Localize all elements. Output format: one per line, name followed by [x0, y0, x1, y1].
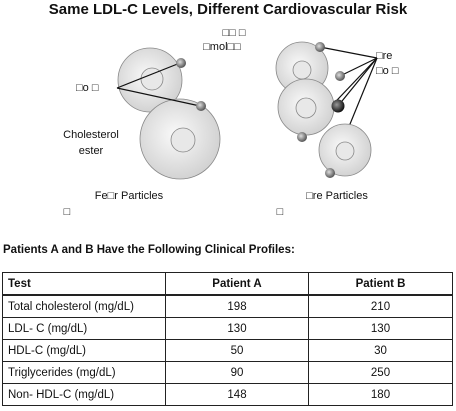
row: HDL-C (mg/dL) 50 30 — [2, 339, 453, 362]
cell: Total cholesterol (mg/dL) — [2, 294, 166, 318]
row: LDL- C (mg/dL) 130 130 — [2, 317, 453, 340]
cell: 210 — [308, 294, 453, 318]
profile-table: Test Patient A Patient B Total cholesterol … — [2, 272, 453, 406]
label: □o □ — [376, 65, 399, 77]
row: Triglycerides (mg/dL) 90 250 — [2, 361, 453, 384]
right-particles — [275, 41, 372, 177]
left-particles — [117, 47, 221, 180]
label: □ — [277, 206, 284, 218]
pointer-lines — [116, 46, 378, 174]
diagram: Same LDL-C Levels, Different Cardiovascu… — [49, 1, 408, 218]
title: Same LDL-C Levels, Different Cardiovascu… — [49, 1, 408, 18]
subtitle: Patients A and B Have the Following Clin… — [3, 244, 295, 256]
cell: 130 — [165, 317, 309, 340]
row: Non- HDL-C (mg/dL) 148 180 — [2, 383, 453, 406]
cell: LDL- C (mg/dL) — [2, 317, 166, 340]
cell: 180 — [308, 383, 453, 406]
header-cell: Test — [2, 272, 166, 296]
header-row: Test Patient A Patient B — [2, 272, 453, 296]
apo-b — [297, 42, 345, 178]
cell: 130 — [308, 317, 453, 340]
cell: 198 — [165, 294, 309, 318]
cell: 250 — [308, 361, 453, 384]
header-cell: Patient B — [308, 272, 453, 296]
cell: Non- HDL-C (mg/dL) — [2, 383, 166, 406]
apo-b — [176, 58, 206, 111]
cell: HDL-C (mg/dL) — [2, 339, 166, 362]
cell: 50 — [165, 339, 309, 362]
caption: Fe□r Particles — [95, 190, 164, 202]
cell: 30 — [308, 339, 453, 362]
cell: Triglycerides (mg/dL) — [2, 361, 166, 384]
label: □re — [376, 50, 392, 62]
label: □o □ — [76, 82, 99, 94]
label: □□ □ — [223, 27, 246, 39]
label: □mol□□ — [203, 41, 241, 53]
header-cell: Patient A — [165, 272, 309, 296]
cell: 148 — [165, 383, 309, 406]
label: □ — [64, 206, 71, 218]
row: Total cholesterol (mg/dL) 198 210 — [2, 294, 453, 318]
label: Cholesterol — [63, 129, 119, 141]
caption: □re Particles — [306, 190, 368, 202]
label: ester — [79, 145, 104, 157]
cell: 90 — [165, 361, 309, 384]
